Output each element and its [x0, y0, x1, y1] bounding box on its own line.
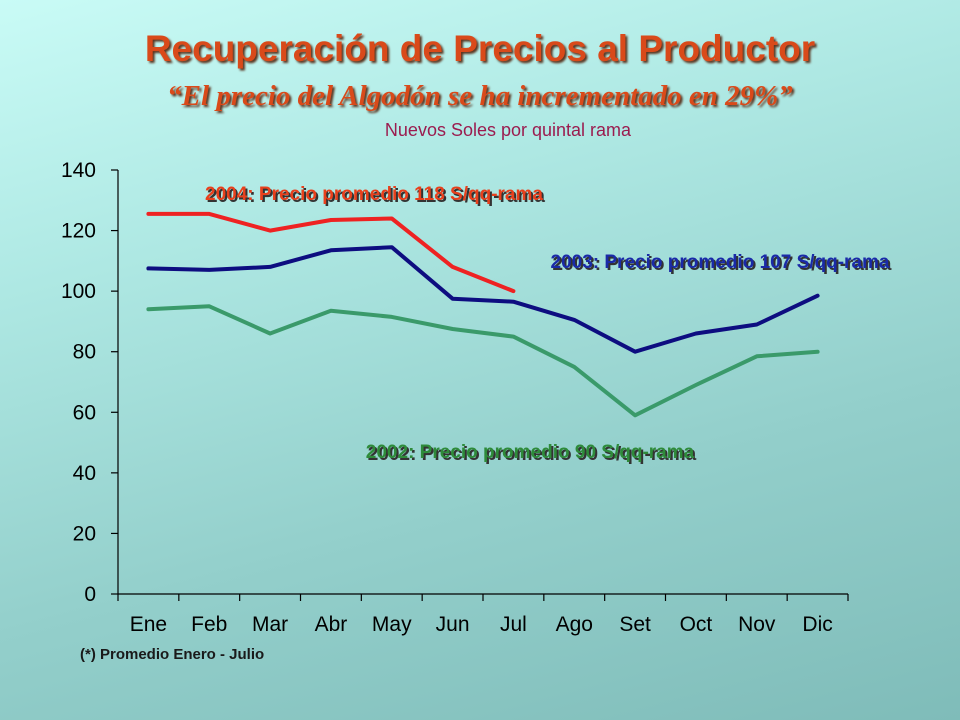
x-tick-label: Oct: [680, 613, 713, 636]
x-tick-label: Jun: [436, 613, 470, 636]
units-label: Nuevos Soles por quintal rama: [384, 120, 632, 140]
annotation-2004-shadow: 2004: Precio promedio 118 S/qq-rama: [207, 186, 545, 207]
x-tick-label: Set: [619, 613, 651, 636]
chart-annotations: 2002: Precio promedio 90 S/qq-rama2002: …: [205, 184, 892, 465]
slide-title: Recuperación de Precios al Productor: [144, 28, 816, 69]
y-tick-label: 20: [73, 522, 96, 545]
y-tick-label: 140: [61, 159, 96, 182]
series-2004-line: [146, 211, 516, 294]
annotation-2002: 2002: Precio promedio 90 S/qq-rama: [366, 442, 695, 463]
y-tick-label: 40: [73, 462, 96, 485]
x-tick-label: Jul: [500, 613, 527, 636]
annotation-2003-shadow: 2003: Precio promedio 107 S/qq-rama: [553, 254, 892, 275]
y-tick-label: 60: [73, 401, 96, 424]
chart-ticks: 0 20 40 60 80 100 120 140 Ene Feb Mar Abr May Jun Jul A…: [61, 159, 849, 636]
x-tick-label: Feb: [191, 613, 227, 636]
slide-subtitle: “El precio del Algodón se ha incrementad…: [167, 80, 793, 112]
x-tick-label: Mar: [252, 613, 288, 636]
series-2003-line: [146, 245, 820, 354]
annotation-2002-shadow: 2002: Precio promedio 90 S/qq-rama: [368, 444, 697, 465]
x-tick-label: Abr: [315, 613, 348, 636]
footnote: (*) Promedio Enero - Julio: [80, 646, 265, 663]
annotation-2004: 2004: Precio promedio 118 S/qq-rama: [205, 184, 543, 205]
series-2002-line: [146, 304, 820, 418]
y-tick-label: 80: [73, 341, 96, 364]
y-tick-label: 120: [61, 220, 96, 243]
y-tick-label: 0: [84, 583, 96, 606]
y-tick-label: 100: [61, 280, 96, 303]
chart-axes: [117, 170, 848, 595]
x-tick-label: Ago: [556, 613, 593, 636]
x-tick-label: Ene: [130, 613, 167, 636]
x-tick-label: May: [372, 613, 412, 636]
x-tick-label: Nov: [738, 613, 776, 636]
x-tick-label: Dic: [802, 613, 832, 636]
chart-lines: [146, 211, 820, 418]
annotation-2003: 2003: Precio promedio 107 S/qq-rama: [551, 252, 890, 273]
